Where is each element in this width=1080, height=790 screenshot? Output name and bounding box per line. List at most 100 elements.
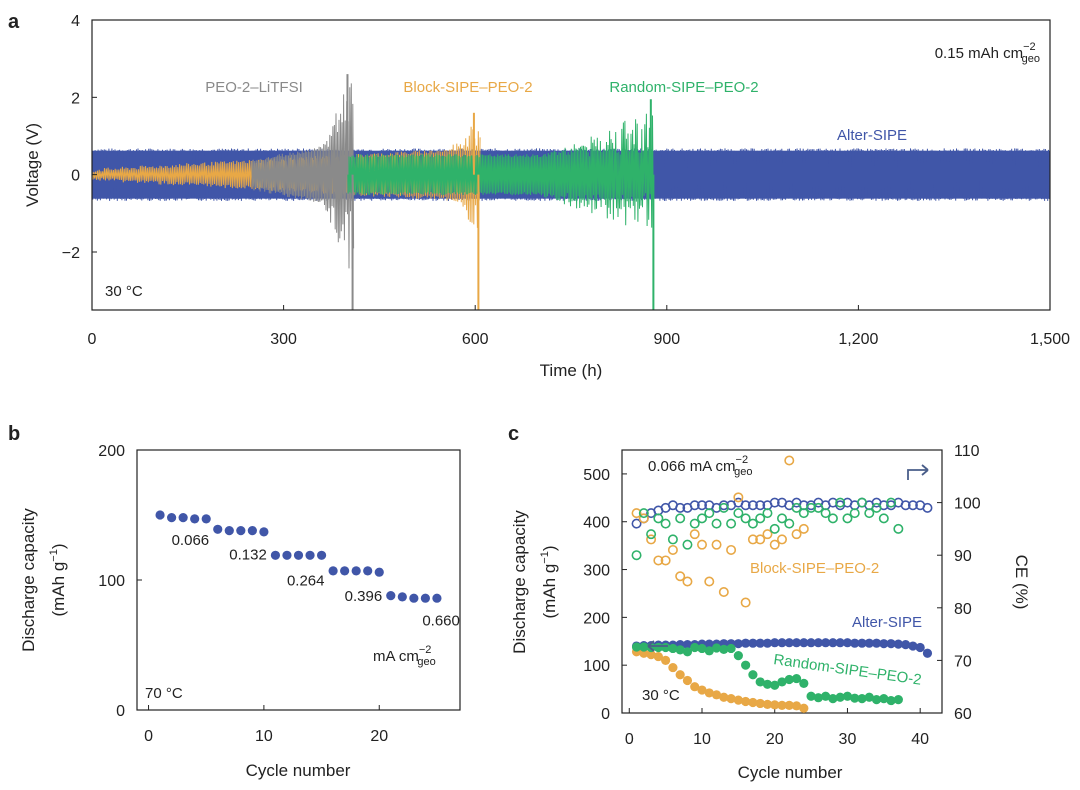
panel-a: a 0 300 600 900 1,200 1,500 −2 0 2 4 Time (h) Vol… (8, 11, 1070, 380)
panel-c-point-alter-sipe (828, 638, 838, 648)
panel-c-point-random-sipe-peo-2-ce (871, 502, 882, 513)
panel-b-point (155, 510, 165, 520)
panel-c-point-alter-sipe-ce (631, 518, 642, 529)
panel-c-point-random-sipe-peo-2 (850, 693, 860, 703)
panel-c-point-block-sipe-peo-2-ce (769, 539, 780, 550)
panel-c-point-random-sipe-peo-2-ce (660, 518, 671, 529)
series-peo-litfsi (251, 83, 355, 269)
panel-c-point-alter-sipe-ce (900, 500, 911, 511)
panel-c-point-alter-sipe-ce (675, 502, 686, 513)
panel-c-point-block-sipe-peo-2 (726, 694, 736, 704)
panel-c-xtick-label: 30 (839, 731, 857, 748)
panel-b-rate-label: 0.132 (229, 546, 267, 563)
panel-b-ytick-label: 100 (98, 573, 125, 590)
panel-a-xtick-label: 300 (270, 331, 297, 348)
panel-b-temperature: 70 °C (145, 685, 183, 702)
panel-c-point-random-sipe-peo-2 (791, 673, 802, 684)
panel-c-label: c (508, 423, 519, 445)
panel-c-point-random-sipe-peo-2-ce (878, 513, 889, 524)
panel-c-point-random-sipe-peo-2 (871, 695, 882, 705)
panel-b-point (397, 592, 407, 602)
panel-b-point (270, 550, 281, 560)
panel-a-ytick-label: −2 (62, 245, 80, 262)
panel-b-xtick-label: 20 (370, 728, 388, 745)
panel-c-point-block-sipe-peo-2 (784, 700, 794, 710)
panel-c-point-random-sipe-peo-2-ce (820, 508, 831, 519)
panel-c-point-alter-sipe (799, 638, 809, 648)
panel-c-point-random-sipe-peo-2-ce (835, 497, 846, 508)
panel-b-ylabel: Discharge capacity (19, 508, 38, 652)
panel-c-point-block-sipe-peo-2-ce (675, 571, 686, 582)
panel-c-point-block-sipe-peo-2-ce (711, 539, 722, 550)
panel-c-point-block-sipe-peo-2-ce (784, 455, 795, 466)
panel-c-point-random-sipe-peo-2 (748, 670, 758, 680)
panel-b-point (316, 550, 327, 560)
panel-c-point-random-sipe-peo-2-ce (675, 513, 686, 524)
panel-c-point-block-sipe-peo-2 (762, 699, 773, 709)
panel-c-xlabel: Cycle number (738, 763, 843, 782)
panel-b-point (340, 566, 350, 576)
panel-c-point-random-sipe-peo-2-ce (667, 534, 678, 545)
panel-c-point-random-sipe-peo-2 (835, 692, 845, 702)
panel-b-rate-label: 0.066 (172, 532, 210, 549)
panel-c-point-alter-sipe-ce (907, 500, 918, 511)
panel-c-point-random-sipe-peo-2 (690, 642, 700, 653)
panel-c-point-random-sipe-peo-2 (639, 642, 649, 652)
panel-c-point-block-sipe-peo-2-ce (682, 576, 693, 587)
panel-b-ylabel-unit: (mAh g−1) (48, 543, 68, 616)
panel-c-point-block-sipe-peo-2-ce (638, 513, 649, 524)
panel-c-point-block-sipe-peo-2-ce (631, 508, 642, 519)
panel-c-point-random-sipe-peo-2-ce (740, 513, 751, 524)
panel-c-point-alter-sipe (741, 638, 751, 648)
panel-c-point-alter-sipe (864, 638, 874, 648)
panel-c-point-alter-sipe (821, 638, 831, 648)
panel-a-xtick-label: 900 (653, 331, 680, 348)
panel-c-point-random-sipe-peo-2 (726, 643, 736, 654)
panel-a-xtick-label: 1,500 (1030, 331, 1070, 348)
panel-c-point-block-sipe-peo-2 (770, 700, 780, 710)
panel-c-point-random-sipe-peo-2-ce (842, 513, 853, 524)
panel-c-point-alter-sipe (704, 639, 714, 649)
panel-c-point-random-sipe-peo-2 (879, 694, 889, 704)
panel-c-point-random-sipe-peo-2-ce (864, 508, 875, 519)
panel-c-point-random-sipe-peo-2 (741, 660, 751, 670)
panel-c-ytick-label: 300 (583, 563, 610, 580)
panel-c-point-block-sipe-peo-2 (697, 685, 707, 695)
panel-c-point-random-sipe-peo-2-ce (849, 508, 860, 519)
panel-b-point (386, 591, 396, 601)
panel-c-point-block-sipe-peo-2 (741, 696, 751, 707)
label-random-sipe: Random-SIPE–PEO-2 (609, 79, 758, 96)
panel-c-point-block-sipe-peo-2 (682, 675, 693, 686)
panel-c-point-random-sipe-peo-2 (770, 680, 780, 690)
panel-c-point-random-sipe-peo-2-ce (631, 550, 642, 561)
panel-c-point-block-sipe-peo-2 (791, 701, 802, 711)
panel-c-point-block-sipe-peo-2-ce (689, 529, 700, 540)
panel-c-label-random: Random-SIPE–PEO-2 (772, 651, 922, 689)
panel-c-point-alter-sipe (784, 638, 794, 648)
panel-c-point-alter-sipe-ce (769, 497, 780, 508)
panel-a-ytick-label: 4 (71, 13, 80, 30)
panel-c-points (631, 455, 933, 713)
panel-c-xtick-label: 40 (911, 731, 929, 748)
panel-a-plot-area (92, 74, 1050, 310)
panel-c-point-random-sipe-peo-2 (675, 645, 685, 655)
panel-b-rate-label: 0.264 (287, 572, 325, 589)
panel-b-point (374, 567, 384, 577)
panel-b-point (409, 593, 419, 603)
panel-b-point (178, 513, 188, 523)
panel-c-ytick-right-label: 110 (954, 443, 980, 460)
panel-c-point-random-sipe-peo-2 (682, 647, 693, 657)
panel-c-point-random-sipe-peo-2 (711, 643, 722, 653)
panel-c-ytick-label: 100 (583, 658, 610, 675)
panel-c-point-random-sipe-peo-2 (784, 674, 794, 685)
panel-b-points (155, 510, 442, 603)
panel-c-point-alter-sipe (791, 638, 802, 648)
panel-c-point-block-sipe-peo-2-ce (740, 597, 751, 608)
panel-a-temperature: 30 °C (105, 283, 143, 300)
panel-c-point-random-sipe-peo-2-ce (798, 508, 809, 519)
panel-c-point-alter-sipe (762, 638, 773, 648)
panel-c-point-alter-sipe (777, 638, 787, 648)
panel-c-point-random-sipe-peo-2-ce (755, 513, 766, 524)
panel-c-point-block-sipe-peo-2 (733, 695, 743, 705)
